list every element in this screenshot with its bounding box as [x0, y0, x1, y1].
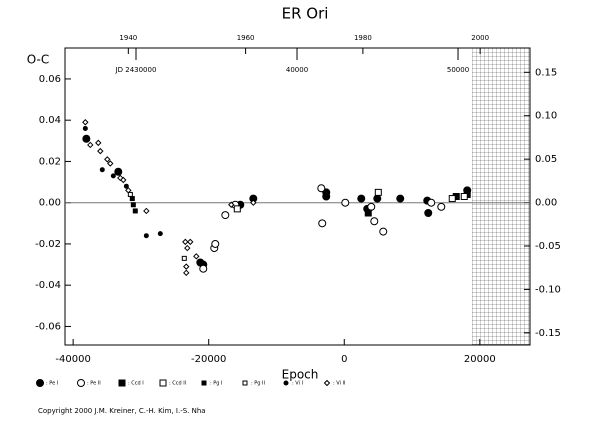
point [250, 199, 257, 206]
legend-label: : Pg I [210, 381, 223, 387]
point [233, 205, 241, 213]
point [130, 202, 136, 208]
point [123, 183, 129, 189]
point [373, 194, 382, 203]
point [184, 244, 191, 252]
y2-tick-label: 0.15 [535, 67, 557, 78]
point [181, 255, 187, 261]
point [183, 263, 190, 270]
legend-label: : Ccd II [169, 381, 186, 387]
y2-tick-label: 0.05 [535, 154, 557, 165]
chart-title: ER Ori [282, 5, 329, 23]
point [82, 125, 88, 131]
legend-marker [159, 379, 167, 387]
point [318, 219, 327, 228]
y2-tick-label: -0.15 [535, 328, 561, 339]
point [437, 202, 446, 211]
point [97, 147, 104, 155]
legend-label: : Ccd I [128, 381, 144, 387]
point [448, 195, 456, 203]
point [379, 227, 388, 236]
point [120, 176, 127, 184]
legend-marker [77, 379, 85, 387]
year-tick-label: 1940 [119, 34, 137, 42]
point [157, 231, 163, 237]
y-tick-label: 0.00 [39, 198, 61, 209]
jd-tick-label: 40000 [286, 66, 308, 74]
y-tick-label: 0.02 [39, 156, 61, 167]
y2-tick-label: 0.10 [535, 111, 557, 122]
legend-marker [36, 379, 44, 387]
copyright: Copyright 2000 J.M. Kreiner, C.-H. Kim, … [38, 407, 206, 415]
legend-label: : Vi I [292, 381, 303, 387]
x-tick-label: -40000 [55, 354, 90, 365]
point [87, 141, 94, 149]
point [132, 208, 138, 214]
jd-tick-label: 50000 [447, 66, 469, 74]
y2-tick-label: -0.05 [535, 241, 561, 252]
y-tick-label: -0.04 [35, 280, 61, 291]
point [221, 211, 230, 220]
point [182, 238, 189, 246]
x-tick-label: -20000 [191, 354, 226, 365]
point [107, 160, 114, 167]
legend-label: : Pe I [46, 381, 58, 387]
point [187, 238, 194, 246]
point [199, 264, 208, 273]
year-tick-label: 1960 [237, 34, 255, 42]
legend-label: : Pg II [251, 381, 265, 387]
y2-tick-label: 0.00 [535, 198, 557, 209]
point [427, 198, 436, 207]
point [364, 209, 372, 217]
y2-tick-label: -0.10 [535, 284, 561, 295]
legend-marker [242, 380, 248, 386]
point [367, 202, 376, 211]
point [460, 193, 468, 200]
point [114, 167, 123, 176]
legend-label: : Vi II [333, 381, 346, 387]
y-tick-label: -0.06 [35, 321, 61, 332]
point [193, 253, 200, 260]
point [424, 209, 433, 217]
year-tick-label: 1980 [354, 34, 372, 42]
point [129, 196, 135, 202]
point [357, 194, 366, 203]
point [95, 139, 102, 147]
legend-marker [283, 380, 289, 386]
x-tick-label: 0 [341, 354, 347, 365]
point [99, 167, 105, 173]
point [370, 217, 379, 226]
y-tick-label: 0.04 [39, 115, 61, 126]
point [183, 269, 190, 277]
point [104, 156, 111, 163]
y-tick-label: 0.06 [39, 74, 61, 85]
y-tick-label: -0.02 [35, 239, 61, 250]
point [341, 198, 350, 207]
legend-marker [323, 379, 331, 387]
hatched-region [472, 48, 530, 345]
jd-tick-label: JD 2430000 [115, 66, 157, 74]
point [374, 188, 382, 196]
point [322, 192, 331, 201]
point [125, 187, 132, 194]
point [127, 191, 133, 197]
x-axis-label: Epoch [282, 368, 319, 382]
legend-marker [201, 380, 207, 386]
point [211, 239, 220, 248]
point [110, 173, 116, 179]
point [82, 119, 89, 126]
legend-label: : Pe II [87, 381, 101, 387]
point [82, 134, 91, 143]
point [396, 194, 405, 203]
y-axis-label: O-C [27, 53, 50, 67]
legend-marker [118, 379, 126, 387]
x-tick-label: 20000 [464, 354, 496, 365]
point [143, 207, 150, 215]
year-tick-label: 2000 [471, 34, 489, 42]
point [143, 233, 149, 239]
point [228, 201, 235, 208]
point [317, 184, 326, 193]
point [117, 174, 124, 182]
